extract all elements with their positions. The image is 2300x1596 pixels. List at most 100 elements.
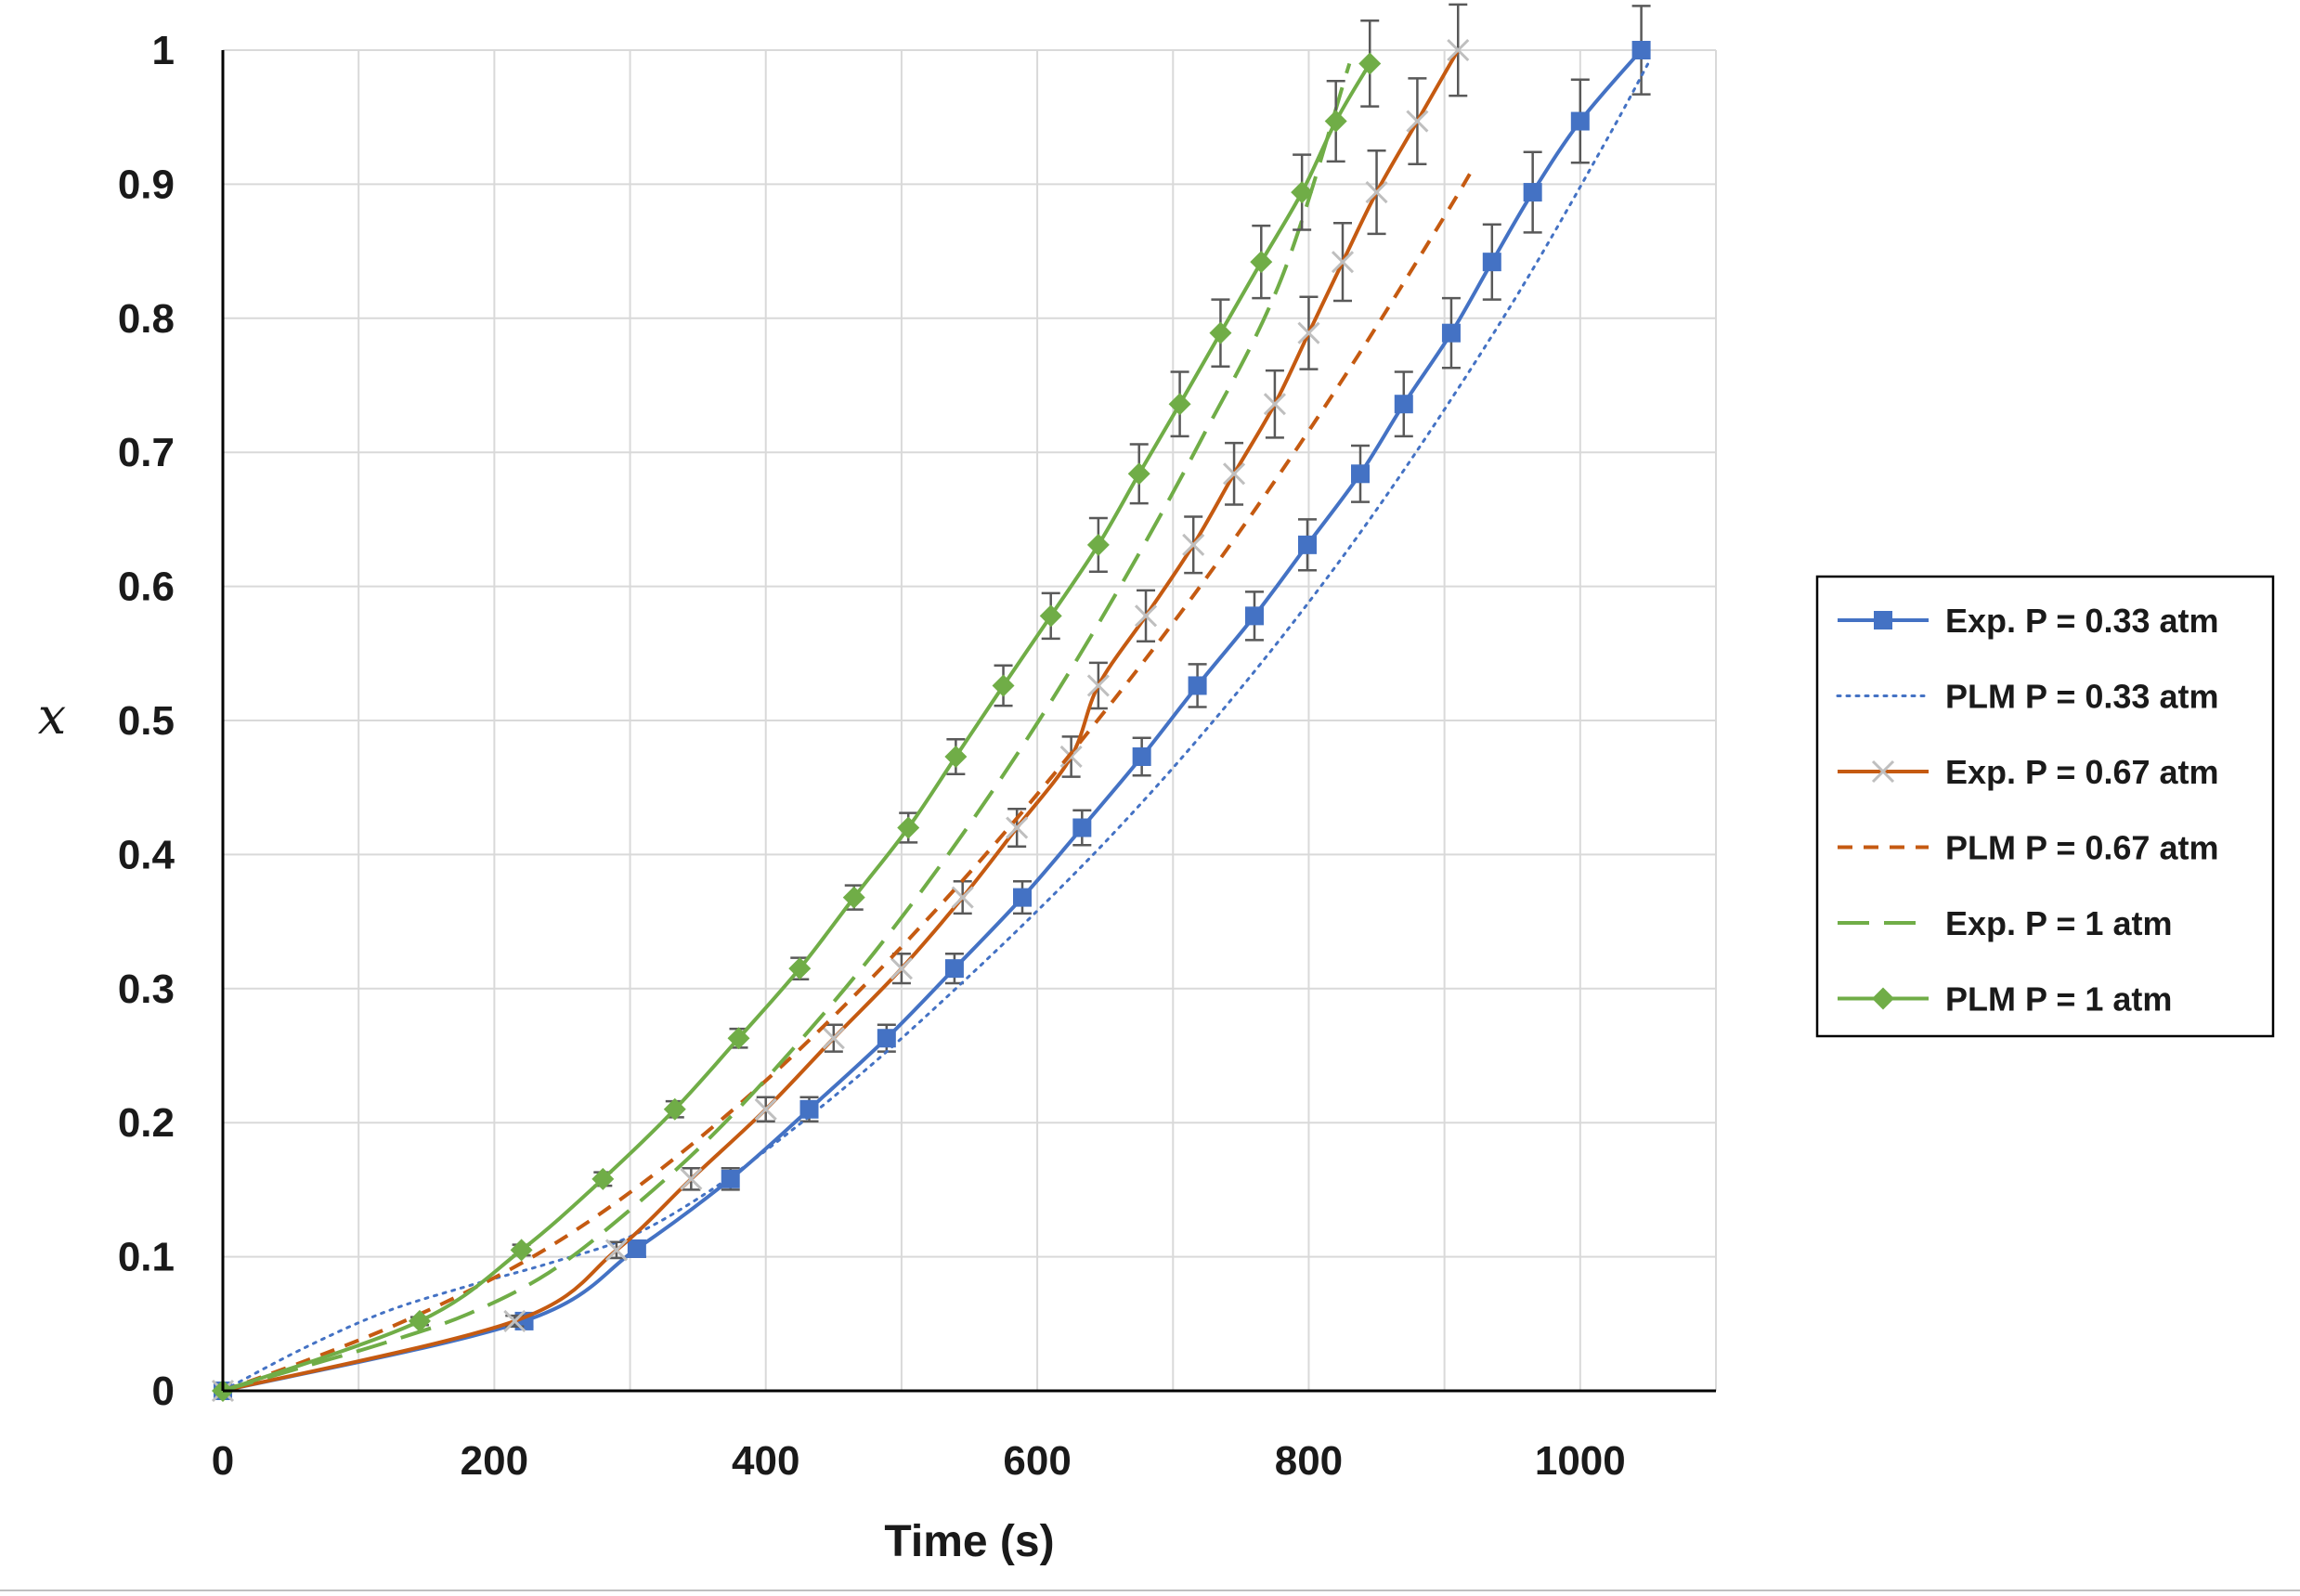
marker-x-legend	[1871, 759, 1895, 784]
series-line	[222, 62, 1352, 1393]
x-axis-title: Time (s)	[884, 1517, 1054, 1566]
marker-x	[1086, 674, 1110, 697]
marker-square	[1188, 676, 1207, 695]
x-tick-label: 0	[212, 1438, 234, 1484]
marker-diamond	[1291, 181, 1314, 204]
marker-square	[1351, 464, 1371, 484]
y-tick-label: 0.4	[118, 832, 175, 877]
series-line	[221, 61, 1650, 1393]
series-2	[211, 3, 1470, 1403]
legend-label: Exp. P = 0.33 atm	[1945, 602, 2219, 640]
marker-x	[1365, 181, 1388, 204]
marker-square	[1523, 183, 1542, 202]
x-tick-label: 600	[1003, 1438, 1071, 1484]
marker-x	[1406, 110, 1429, 133]
y-tick-label: 1	[152, 28, 175, 73]
marker-x	[822, 1027, 845, 1050]
marker-diamond	[1086, 533, 1110, 556]
x-tick-label: 400	[732, 1438, 799, 1484]
axes: 0 0.1 0.2 0.3 0.4 0.5 0.6 0.7 0.8 0.9 1 0 200 400 600 8…	[118, 28, 1716, 1484]
gridlines	[223, 49, 1717, 1391]
legend-label: PLM P = 0.67 atm	[1945, 829, 2218, 867]
marker-diamond	[1168, 393, 1191, 416]
legend-box	[1815, 575, 2275, 1038]
marker-x	[1182, 533, 1205, 556]
marker-diamond-legend	[1872, 987, 1894, 1010]
marker-diamond	[788, 957, 812, 980]
marker-square	[1013, 888, 1033, 907]
legend-item: Exp. P = 0.67 atm	[1838, 753, 2219, 791]
series-group	[211, 3, 1651, 1403]
marker-diamond	[1324, 110, 1347, 133]
marker-x	[680, 1167, 703, 1190]
legend: Exp. P = 0.33 atm PLM P = 0.33 atm Exp. P …	[1815, 575, 2275, 1038]
marker-square	[877, 1029, 896, 1048]
marker-diamond	[510, 1239, 533, 1262]
y-tick-label: 0.2	[118, 1100, 175, 1146]
series-1	[221, 61, 1650, 1393]
marker-square	[1631, 41, 1651, 59]
marker-x	[1447, 38, 1470, 62]
marker-square	[627, 1239, 646, 1258]
marker-x	[1263, 393, 1286, 416]
marker-square	[1297, 535, 1317, 554]
y-tick-label: 0.1	[118, 1235, 175, 1280]
y-tick-label: 0	[152, 1369, 175, 1414]
marker-square	[1394, 395, 1413, 414]
legend-item: Exp. P = 1 atm	[1838, 904, 2172, 942]
series-4	[222, 62, 1352, 1393]
y-tick-label: 0.5	[118, 698, 175, 744]
legend-label: Exp. P = 1 atm	[1945, 904, 2172, 942]
x-tick-label: 200	[461, 1438, 528, 1484]
marker-x	[1297, 321, 1320, 344]
marker-square	[1072, 818, 1092, 837]
y-tick-label: 0.9	[118, 162, 175, 207]
marker-diamond	[1039, 604, 1062, 628]
legend-label: PLM P = 1 atm	[1945, 980, 2172, 1019]
legend-item: PLM P = 1 atm	[1838, 980, 2172, 1019]
legend-label: Exp. P = 0.67 atm	[1945, 753, 2219, 791]
marker-diamond	[1127, 462, 1150, 486]
marker-x	[1222, 462, 1246, 486]
marker-diamond	[1250, 251, 1273, 274]
series-line	[222, 48, 1644, 1393]
marker-square	[1244, 606, 1264, 626]
marker-x	[1134, 604, 1158, 628]
y-axis-title: x	[38, 687, 66, 746]
marker-square	[721, 1169, 740, 1188]
marker-square	[1482, 253, 1501, 272]
marker-x	[890, 957, 913, 980]
marker-diamond	[897, 816, 920, 839]
marker-diamond	[1209, 321, 1232, 344]
marker-diamond	[842, 886, 865, 909]
marker-diamond	[944, 745, 968, 768]
marker-square-legend	[1874, 611, 1892, 629]
series-5	[212, 19, 1382, 1402]
marker-x	[754, 1097, 777, 1121]
y-tick-label: 0.6	[118, 564, 175, 610]
marker-square	[1570, 111, 1590, 131]
marker-x	[604, 1239, 628, 1262]
marker-diamond	[663, 1097, 686, 1121]
marker-x	[1331, 251, 1355, 274]
marker-diamond	[992, 674, 1015, 697]
y-tick-label: 0.7	[118, 430, 175, 475]
legend-item: PLM P = 0.33 atm	[1836, 678, 2218, 716]
marker-x	[1006, 816, 1029, 839]
marker-diamond	[591, 1167, 615, 1190]
y-tick-label: 0.8	[118, 296, 175, 342]
x-tick-label: 1000	[1535, 1438, 1626, 1484]
marker-x	[503, 1309, 526, 1332]
marker-square	[1132, 746, 1151, 766]
marker-square	[944, 959, 964, 979]
marker-diamond	[727, 1027, 750, 1050]
x-tick-label: 800	[1275, 1438, 1343, 1484]
marker-square	[1441, 323, 1461, 343]
legend-item: Exp. P = 0.33 atm	[1838, 602, 2219, 640]
marker-diamond	[1358, 52, 1382, 75]
legend-item: PLM P = 0.67 atm	[1838, 829, 2218, 867]
marker-x	[951, 886, 974, 909]
marker-diamond	[408, 1309, 431, 1332]
y-tick-label: 0.3	[118, 967, 175, 1012]
